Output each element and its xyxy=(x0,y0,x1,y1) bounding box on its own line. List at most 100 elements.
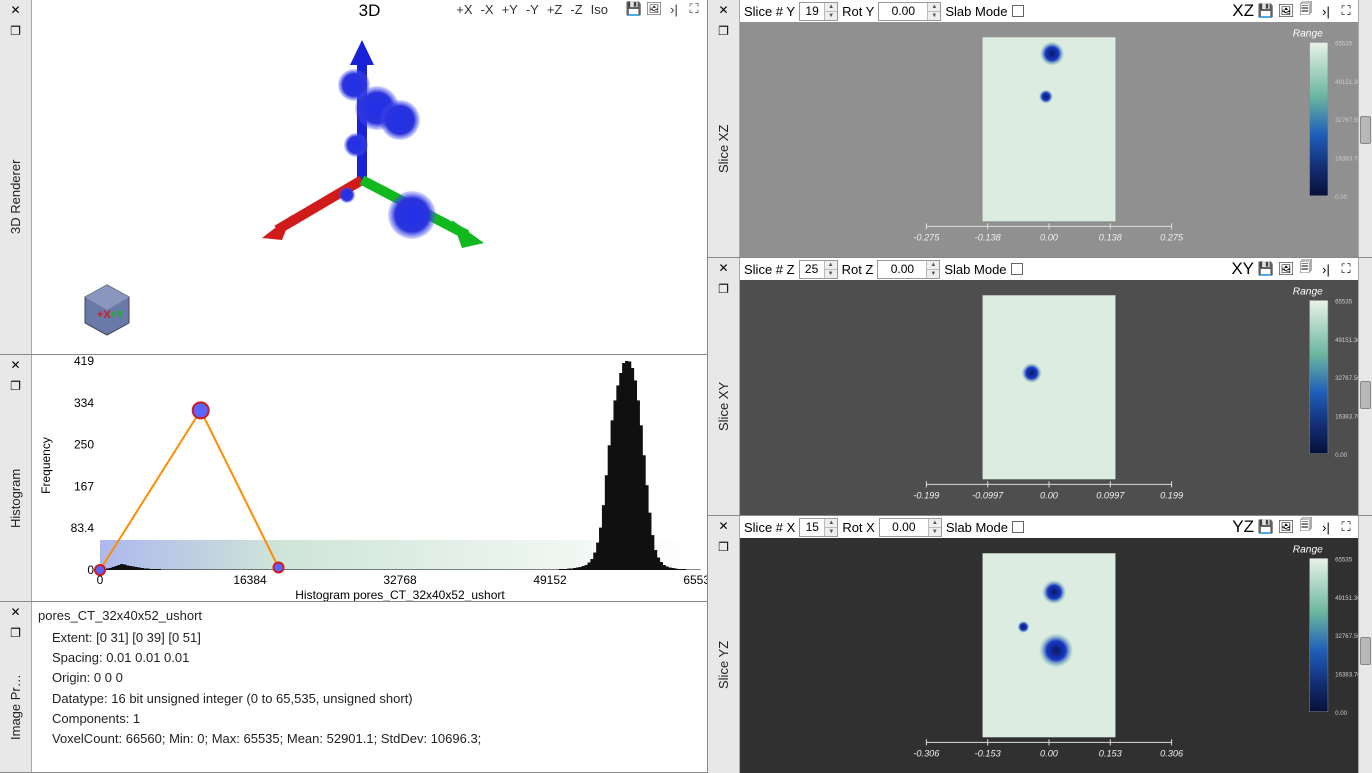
svg-text:32767.50: 32767.50 xyxy=(1335,117,1358,124)
copy-icon[interactable]: 🗐 xyxy=(1298,3,1314,19)
step-up-icon[interactable]: ▲ xyxy=(825,261,837,270)
step-down-icon[interactable]: ▼ xyxy=(825,270,837,278)
panel-slice-yz: ✕ ❐ Slice YZ Slice # X ▲▼ Rot X ▲▼ Slab … xyxy=(708,516,1372,773)
expand-icon[interactable]: ›| xyxy=(1318,519,1334,535)
slice-scrollbar-xz[interactable] xyxy=(1358,0,1372,257)
copy-icon[interactable]: 🗐 xyxy=(1298,519,1314,535)
step-down-icon[interactable]: ▼ xyxy=(929,528,941,536)
info-extent: Extent: [0 31] [0 39] [0 51] xyxy=(38,628,701,648)
expand-icon[interactable]: ›| xyxy=(666,1,682,17)
slab-checkbox-xz[interactable] xyxy=(1012,5,1024,17)
slice-name-yz: YZ xyxy=(1232,517,1254,537)
save-icon[interactable]: 💾 xyxy=(626,1,642,17)
svg-text:-0.0997: -0.0997 xyxy=(972,491,1004,501)
svg-text:-0.275: -0.275 xyxy=(913,233,940,243)
view-minus-x[interactable]: -X xyxy=(479,2,496,17)
svg-text:167: 167 xyxy=(74,479,94,493)
slice-spinner-xy[interactable]: ▲▼ xyxy=(799,260,838,279)
step-up-icon[interactable]: ▲ xyxy=(928,3,940,12)
close-icon[interactable]: ✕ xyxy=(0,602,31,622)
svg-text:0.00: 0.00 xyxy=(1040,491,1059,501)
fullscreen-icon[interactable]: ⛶ xyxy=(686,1,702,17)
view-iso[interactable]: Iso xyxy=(589,2,610,17)
dock-icon[interactable]: ❐ xyxy=(708,280,739,298)
close-icon[interactable]: ✕ xyxy=(708,0,739,20)
svg-text:16384: 16384 xyxy=(233,573,267,587)
svg-text:65536: 65536 xyxy=(683,573,707,587)
renderer-3d-viewport[interactable]: +X +Y xyxy=(32,0,707,354)
step-up-icon[interactable]: ▲ xyxy=(825,3,837,12)
image-icon[interactable]: 🖼 xyxy=(1278,519,1294,535)
svg-text:0.199: 0.199 xyxy=(1160,491,1183,501)
histogram-viewport[interactable]: 083.4167250334419016384327684915265536Fr… xyxy=(32,355,707,601)
dock-icon[interactable]: ❐ xyxy=(708,22,739,40)
rot-value-yz[interactable] xyxy=(880,519,928,536)
panel-3d-renderer: ✕ ❐ 3D Renderer 3D +X -X +Y -Y +Z -Z Iso… xyxy=(0,0,707,355)
close-icon[interactable]: ✕ xyxy=(0,0,31,20)
fullscreen-icon[interactable]: ⛶ xyxy=(1338,519,1354,535)
image-icon[interactable]: 🖼 xyxy=(1278,261,1294,277)
svg-text:-0.199: -0.199 xyxy=(913,491,939,501)
close-icon[interactable]: ✕ xyxy=(708,516,739,536)
step-down-icon[interactable]: ▼ xyxy=(825,528,837,536)
panel-title-slice-xz: Slice XZ xyxy=(716,40,731,257)
expand-icon[interactable]: ›| xyxy=(1318,3,1334,19)
svg-text:0.138: 0.138 xyxy=(1099,233,1123,243)
step-down-icon[interactable]: ▼ xyxy=(928,12,940,20)
slab-checkbox-xy[interactable] xyxy=(1011,263,1023,275)
close-icon[interactable]: ✕ xyxy=(0,355,31,375)
panel-histogram: ✕ ❐ Histogram 083.4167250334419016384327… xyxy=(0,355,707,602)
view-minus-z[interactable]: -Z xyxy=(568,2,584,17)
view-minus-y[interactable]: -Y xyxy=(524,2,541,17)
slice-spinner-yz[interactable]: ▲▼ xyxy=(799,518,838,537)
dock-icon[interactable]: ❐ xyxy=(0,624,31,642)
slice-scrollbar-xy[interactable] xyxy=(1358,258,1372,515)
dock-icon[interactable]: ❐ xyxy=(0,22,31,40)
rot-spinner-xy[interactable]: ▲▼ xyxy=(877,260,940,279)
rot-spinner-yz[interactable]: ▲▼ xyxy=(879,518,942,537)
slice-viewport-xz[interactable]: -0.275-0.1380.000.1380.275 Range 6553549… xyxy=(740,22,1358,257)
svg-text:0.00: 0.00 xyxy=(1335,452,1348,459)
svg-text:0.153: 0.153 xyxy=(1099,749,1123,759)
image-icon[interactable]: 🖼 xyxy=(1278,3,1294,19)
save-icon[interactable]: 💾 xyxy=(1258,261,1274,277)
view-plus-z[interactable]: +Z xyxy=(545,2,565,17)
dock-icon[interactable]: ❐ xyxy=(0,377,31,395)
close-icon[interactable]: ✕ xyxy=(708,258,739,278)
step-down-icon[interactable]: ▼ xyxy=(825,12,837,20)
rot-spinner-xz[interactable]: ▲▼ xyxy=(878,2,941,21)
svg-text:-0.138: -0.138 xyxy=(975,233,1002,243)
save-icon[interactable]: 💾 xyxy=(1258,3,1274,19)
dock-icon[interactable]: ❐ xyxy=(708,538,739,556)
slice-value-xy[interactable] xyxy=(800,261,824,278)
slice-viewport-xy[interactable]: -0.199-0.09970.000.09970.199 Range 65535… xyxy=(740,280,1358,515)
rot-label-xz: Rot Y xyxy=(842,4,874,19)
svg-text:+Y: +Y xyxy=(110,309,124,321)
slice-value-yz[interactable] xyxy=(800,519,824,536)
slice-spinner-xz[interactable]: ▲▼ xyxy=(799,2,838,21)
image-icon[interactable]: 🖼 xyxy=(646,1,662,17)
toolbar-3d: +X -X +Y -Y +Z -Z Iso 💾 🖼 ›| ⛶ xyxy=(452,1,704,17)
slice-value-xz[interactable] xyxy=(800,3,824,20)
rot-value-xy[interactable] xyxy=(878,261,926,278)
fullscreen-icon[interactable]: ⛶ xyxy=(1338,261,1354,277)
copy-icon[interactable]: 🗐 xyxy=(1298,261,1314,277)
info-origin: Origin: 0 0 0 xyxy=(38,668,701,688)
info-components: Components: 1 xyxy=(38,709,701,729)
step-up-icon[interactable]: ▲ xyxy=(929,519,941,528)
view-plus-x[interactable]: +X xyxy=(454,2,474,17)
svg-text:0: 0 xyxy=(87,563,94,577)
step-up-icon[interactable]: ▲ xyxy=(927,261,939,270)
expand-icon[interactable]: ›| xyxy=(1318,261,1334,277)
panel-title-slice-xy: Slice XY xyxy=(716,298,731,515)
slab-checkbox-yz[interactable] xyxy=(1012,521,1024,533)
slice-viewport-yz[interactable]: -0.306-0.1530.000.1530.306 Range 6553549… xyxy=(740,538,1358,773)
step-down-icon[interactable]: ▼ xyxy=(927,270,939,278)
step-up-icon[interactable]: ▲ xyxy=(825,519,837,528)
info-spacing: Spacing: 0.01 0.01 0.01 xyxy=(38,648,701,668)
save-icon[interactable]: 💾 xyxy=(1258,519,1274,535)
rot-value-xz[interactable] xyxy=(879,3,927,20)
slice-scrollbar-yz[interactable] xyxy=(1358,516,1372,773)
fullscreen-icon[interactable]: ⛶ xyxy=(1338,3,1354,19)
view-plus-y[interactable]: +Y xyxy=(500,2,520,17)
